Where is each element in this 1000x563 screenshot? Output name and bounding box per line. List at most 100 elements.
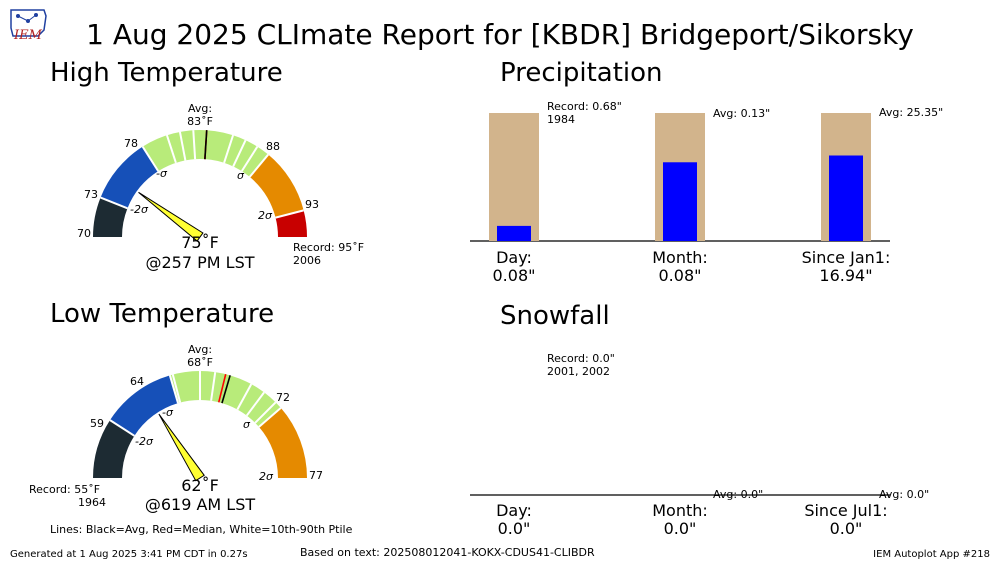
footer-app: IEM Autoplot App #218 <box>873 549 990 560</box>
precip-month-value: 0.08" <box>658 266 702 285</box>
snow-month-value: 0.0" <box>663 519 697 538</box>
gauge-needle <box>158 413 205 482</box>
percentile-line <box>178 131 187 161</box>
low-tick-64: 64 <box>130 375 144 388</box>
high-time: @257 PM LST <box>145 253 255 272</box>
reference-bar <box>489 113 539 241</box>
high-avg-value: 83˚F <box>187 115 213 128</box>
precip-record-year: 1984 <box>547 113 575 126</box>
band-divider <box>168 375 179 404</box>
value-bar <box>829 155 863 241</box>
precip-ytd-avg: Avg: 25.35" <box>879 106 944 119</box>
high-tick-70: 70 <box>77 227 91 240</box>
precip-day-value: 0.08" <box>492 266 536 285</box>
snow-record-label: Record: 0.0" <box>547 352 615 365</box>
low-temp-gauge <box>93 371 307 482</box>
high-tick-88: 88 <box>266 140 280 153</box>
precip-month-label: Month: <box>652 248 708 267</box>
percentile-line <box>245 391 265 417</box>
high-sigma-minus: -σ <box>156 167 167 180</box>
low-tick-77: 77 <box>309 469 323 482</box>
high-sigma-plus: σ <box>237 169 244 182</box>
percentile-line <box>232 139 247 167</box>
iem-logo: IEM <box>8 6 48 46</box>
gauge-band-orange <box>258 407 307 478</box>
band-divider <box>248 153 269 178</box>
high-sigma-minus2: -2σ <box>130 203 148 216</box>
percentile-line <box>165 134 177 164</box>
precip-record-label: Record: 0.68" <box>547 100 622 113</box>
precip-section-title: Precipitation <box>500 58 663 88</box>
high-reading: 75˚F <box>181 233 219 252</box>
snow-day-label: Day: <box>496 501 532 520</box>
low-time: @619 AM LST <box>144 495 256 514</box>
precip-ytd-label: Since Jan1: <box>801 248 891 267</box>
low-tick-72: 72 <box>276 391 290 404</box>
snow-record-year: 2001, 2002 <box>547 365 610 378</box>
value-bar <box>497 225 531 241</box>
precip-ytd-value: 16.94" <box>819 266 873 285</box>
low-sigma-minus: -σ <box>162 406 173 419</box>
high-avg-label: Avg: <box>187 102 213 115</box>
low-record-year: 1964 <box>78 496 106 509</box>
high-tick-73: 73 <box>84 188 98 201</box>
gauge-band-blue <box>109 375 179 436</box>
low-avg-value: 68˚F <box>187 356 213 369</box>
gauge-needle <box>138 191 204 242</box>
gauge-band-red <box>275 210 307 237</box>
percentile-line <box>240 146 259 172</box>
snow-section-title: Snowfall <box>500 301 610 331</box>
average-line <box>204 130 208 160</box>
low-avg-label: Avg: <box>187 343 213 356</box>
low-reading: 62˚F <box>181 476 219 495</box>
gauge-legend-note: Lines: Black=Avg, Red=Median, White=10th… <box>50 523 353 536</box>
band-divider <box>141 146 160 172</box>
precip-day-label: Day: <box>496 248 532 267</box>
snow-ytd-value: 0.0" <box>829 519 863 538</box>
low-section-title: Low Temperature <box>50 299 275 329</box>
iowa-state-icon <box>10 9 47 37</box>
gauge-band-orange <box>249 154 304 218</box>
high-sigma-plus2: 2σ <box>258 209 272 222</box>
logo-text: IEM <box>14 28 42 43</box>
percentile-line <box>210 371 217 401</box>
high-tick-93: 93 <box>305 198 319 211</box>
gauge-band-green <box>169 371 281 427</box>
footer-based-on: Based on text: 202508012041-KOKX-CDUS41-… <box>300 546 595 559</box>
high-record-label: Record: 95˚F <box>293 241 365 254</box>
snow-month-avg: Avg: 0.0" <box>713 488 764 501</box>
snow-ytd-label: Since Jul1: <box>804 501 888 520</box>
percentile-line <box>223 134 235 164</box>
band-divider <box>109 419 135 437</box>
average-line <box>221 375 231 404</box>
low-sigma-plus: σ <box>243 418 250 431</box>
snow-ytd-avg: Avg: 0.0" <box>879 488 930 501</box>
high-record-year: 2006 <box>293 254 321 267</box>
percentile-line <box>236 383 253 411</box>
percentile-line <box>254 401 277 424</box>
band-divider <box>258 407 282 428</box>
high-section-title: High Temperature <box>50 58 283 88</box>
median-line <box>217 373 227 403</box>
report-title: 1 Aug 2025 CLImate Report for [KBDR] Bri… <box>86 18 914 51</box>
band-divider <box>275 209 304 219</box>
gauge-band-blue <box>100 146 159 209</box>
snow-month-label: Month: <box>652 501 708 520</box>
low-record-label: Record: 55˚F <box>29 483 101 496</box>
percentile-line <box>171 374 182 403</box>
footer-generated: Generated at 1 Aug 2025 3:41 PM CDT in 0… <box>10 549 248 560</box>
gauge-band-dark <box>93 197 128 237</box>
low-sigma-minus2: -2σ <box>135 435 153 448</box>
high-temp-gauge <box>93 129 307 242</box>
snow-day-value: 0.0" <box>497 519 531 538</box>
low-sigma-plus2: 2σ <box>259 470 273 483</box>
low-tick-59: 59 <box>90 417 104 430</box>
value-bar <box>663 162 697 241</box>
precip-month-avg: Avg: 0.13" <box>713 107 771 120</box>
band-divider <box>100 196 128 210</box>
precip-bars <box>470 113 890 242</box>
high-tick-78: 78 <box>124 137 138 150</box>
gauge-band-dark <box>93 420 135 478</box>
percentile-line <box>192 130 197 160</box>
